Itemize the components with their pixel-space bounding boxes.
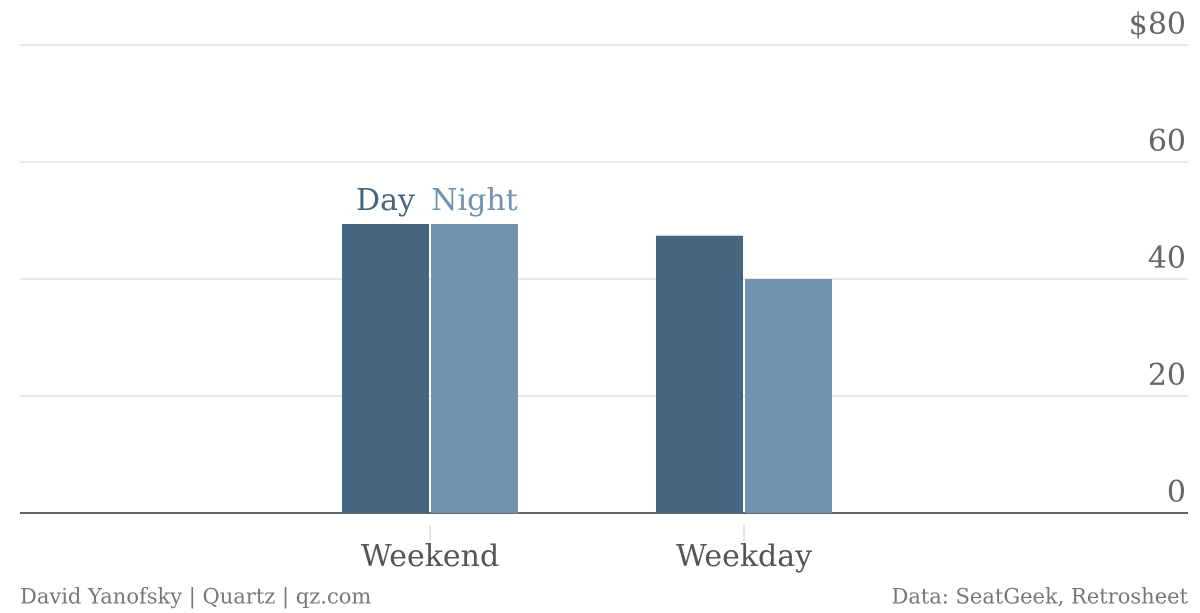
legend-label: Day <box>356 183 415 218</box>
credit: David Yanofsky | Quartz | qz.com <box>20 585 371 610</box>
source: Data: SeatGeek, Retrosheet <box>891 585 1188 609</box>
y-tick-label: $80 <box>1129 7 1186 42</box>
bar <box>656 235 743 513</box>
y-tick-label: 40 <box>1148 241 1186 276</box>
legend-label: Night <box>431 183 517 218</box>
x-tick-label: Weekend <box>361 539 499 574</box>
y-tick-label: 60 <box>1148 124 1186 159</box>
y-tick-label: 0 <box>1167 475 1186 510</box>
bar <box>745 279 832 513</box>
y-tick-label: 20 <box>1148 358 1186 393</box>
x-tick-label: Weekday <box>676 539 812 574</box>
bar <box>431 224 518 513</box>
bar <box>342 224 429 513</box>
